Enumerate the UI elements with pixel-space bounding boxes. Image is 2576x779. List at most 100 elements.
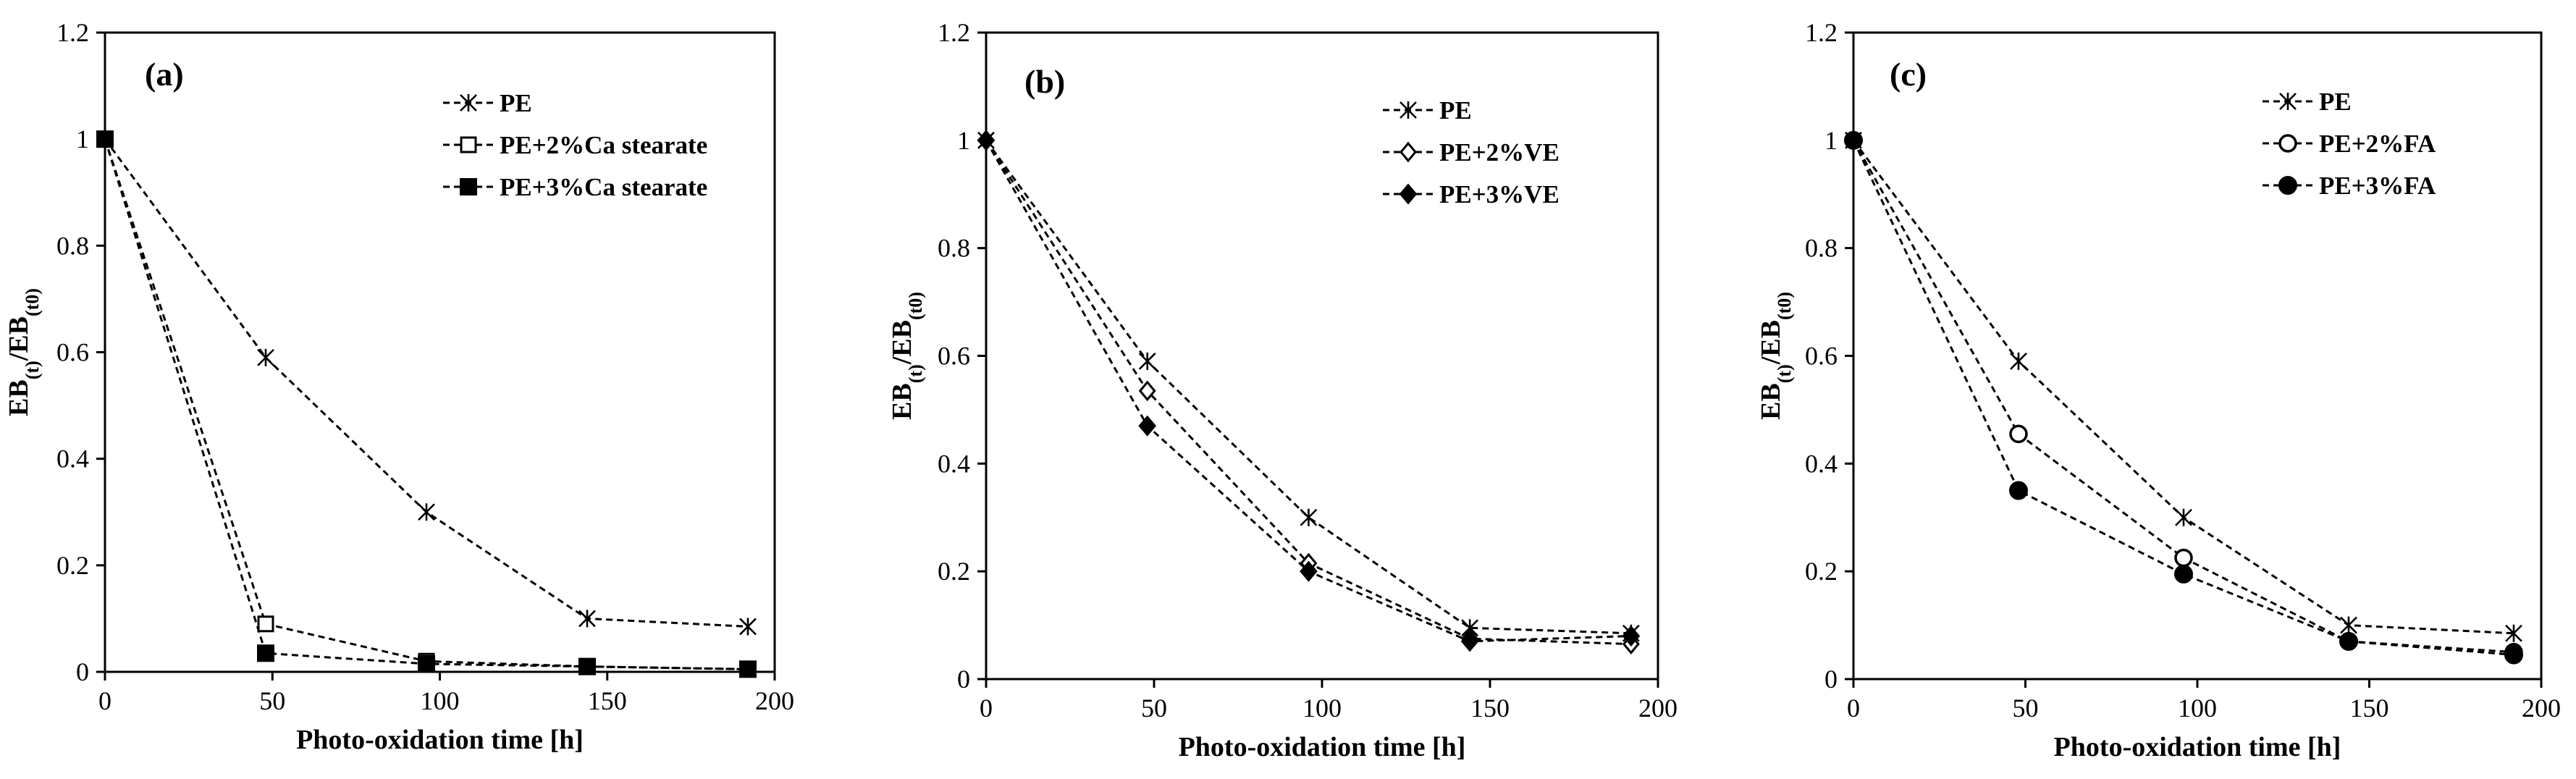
y-tick-label: 0.2 [56,551,89,580]
legend-marker [460,136,477,153]
data-point [1622,625,1641,647]
legend-marker [2278,176,2297,195]
series-pe-3-ve [977,130,1641,652]
legend-marker [1399,183,1418,205]
data-point [418,503,435,521]
data-point [2009,424,2028,444]
y-tick-label: 0 [76,657,89,686]
y-tick-label: 0.4 [1805,449,1838,478]
y-tick-label: 0.6 [938,342,970,371]
x-tick-label: 200 [755,686,794,715]
y-axis-title: EB(t)/EB(t0) [1756,292,1795,420]
data-point [257,348,274,366]
y-tick-label: 1 [1824,126,1838,155]
data-point [2174,564,2193,584]
panel-label: (b) [1024,63,1065,100]
x-axis-title: Photo-oxidation time [h] [296,725,584,755]
legend-marker [460,178,477,195]
y-tick-label: 0.4 [56,445,89,473]
series-line [104,138,749,670]
y-tick-label: 1 [957,126,970,155]
legend-marker [1399,141,1417,163]
legend-entry: PE+3%FA [2263,172,2436,200]
x-tick-label: 100 [421,686,460,715]
legend-label: PE+3%Ca stearate [500,173,707,201]
plot-frame [985,31,1659,681]
legend-marker [2278,134,2297,153]
data-point [1138,380,1156,402]
legend-label: PE [2319,88,2352,116]
chart-panel-c: 0 0.2 0.4 0.6 0.8 1 1.2 0 50 100 150 200 Photo-oxida… [1756,18,2561,762]
y-tick-label: 1.2 [938,18,970,47]
series-pe-2-ca-stearate [96,130,757,678]
data-point [1138,415,1157,437]
data-point [257,615,274,633]
data-point [977,130,996,151]
data-point [2174,548,2193,568]
x-tick-label: 200 [2522,694,2561,723]
x-tick-label: 50 [1141,694,1167,723]
y-tick-label: 0.2 [938,557,970,586]
y-tick-label: 0.6 [1805,342,1838,371]
legend-entry: PE [443,89,532,117]
x-tick-label: 200 [1638,694,1678,723]
data-point [578,657,596,675]
x-tick-label: 0 [1847,694,1860,723]
series-pe [96,130,757,636]
y-tick-label: 0.8 [56,231,89,260]
panel-label: (a) [145,56,184,93]
x-tick-label: 150 [1470,694,1510,723]
plot-frame [1852,31,2543,681]
y-tick-label: 0.8 [1805,234,1838,263]
legend-label: PE+3%FA [2319,172,2436,200]
x-tick-label: 100 [1302,694,1342,723]
x-axis-title: Photo-oxidation time [h] [2054,732,2341,762]
y-tick-label: 1.2 [1805,18,1838,47]
chart-panel-b: 0 0.2 0.4 0.6 0.8 1 1.2 0 50 100 150 200 Photo-oxida… [887,18,1678,762]
x-tick-label: 0 [98,686,111,715]
data-point [739,660,757,678]
data-point [2340,616,2357,634]
y-tick-label: 0.2 [1805,557,1838,586]
legend-label: PE [500,89,532,117]
series-line [104,138,749,628]
series-line [104,138,749,670]
y-tick-label: 0.8 [938,234,970,263]
data-point [2339,631,2358,651]
legend-entry: PE+3%Ca stearate [443,173,707,201]
data-point [578,610,596,628]
data-point [1460,631,1479,652]
y-tick-label: 0 [1824,665,1838,694]
y-tick-label: 0.6 [56,338,89,367]
data-point [96,130,114,148]
legend-label: PE+2%Ca stearate [500,131,707,159]
data-point [1138,352,1156,370]
legend-label: PE+3%VE [1439,180,1560,209]
x-tick-label: 50 [259,686,285,715]
data-point [1844,130,1863,150]
legend-entry: PE [1383,96,1472,125]
legend-label: PE+2%FA [2319,130,2436,158]
series-pe-3-fa [1844,130,2523,665]
x-tick-label: 50 [2013,694,2039,723]
legend-entry: PE+2%VE [1383,138,1560,167]
x-tick-label: 0 [980,694,993,723]
data-point [1300,560,1318,582]
x-tick-label: 150 [588,686,627,715]
data-point [2504,645,2523,665]
data-point [418,654,435,673]
y-axis-title: EB(t)/EB(t0) [4,288,43,416]
legend-entry: PE+3%VE [1383,180,1560,209]
series-pe-3-ca-stearate [96,130,757,678]
panel-label: (c) [1890,56,1927,93]
legend-entry: PE [2263,88,2352,116]
x-tick-label: 150 [2350,694,2389,723]
data-point [739,618,757,636]
y-tick-label: 1.2 [56,18,89,47]
legend-marker [460,94,477,111]
y-tick-label: 0.4 [938,449,970,478]
legend-entry: PE+2%FA [2263,130,2436,158]
data-point [1300,508,1318,526]
series-line [1852,140,2514,657]
